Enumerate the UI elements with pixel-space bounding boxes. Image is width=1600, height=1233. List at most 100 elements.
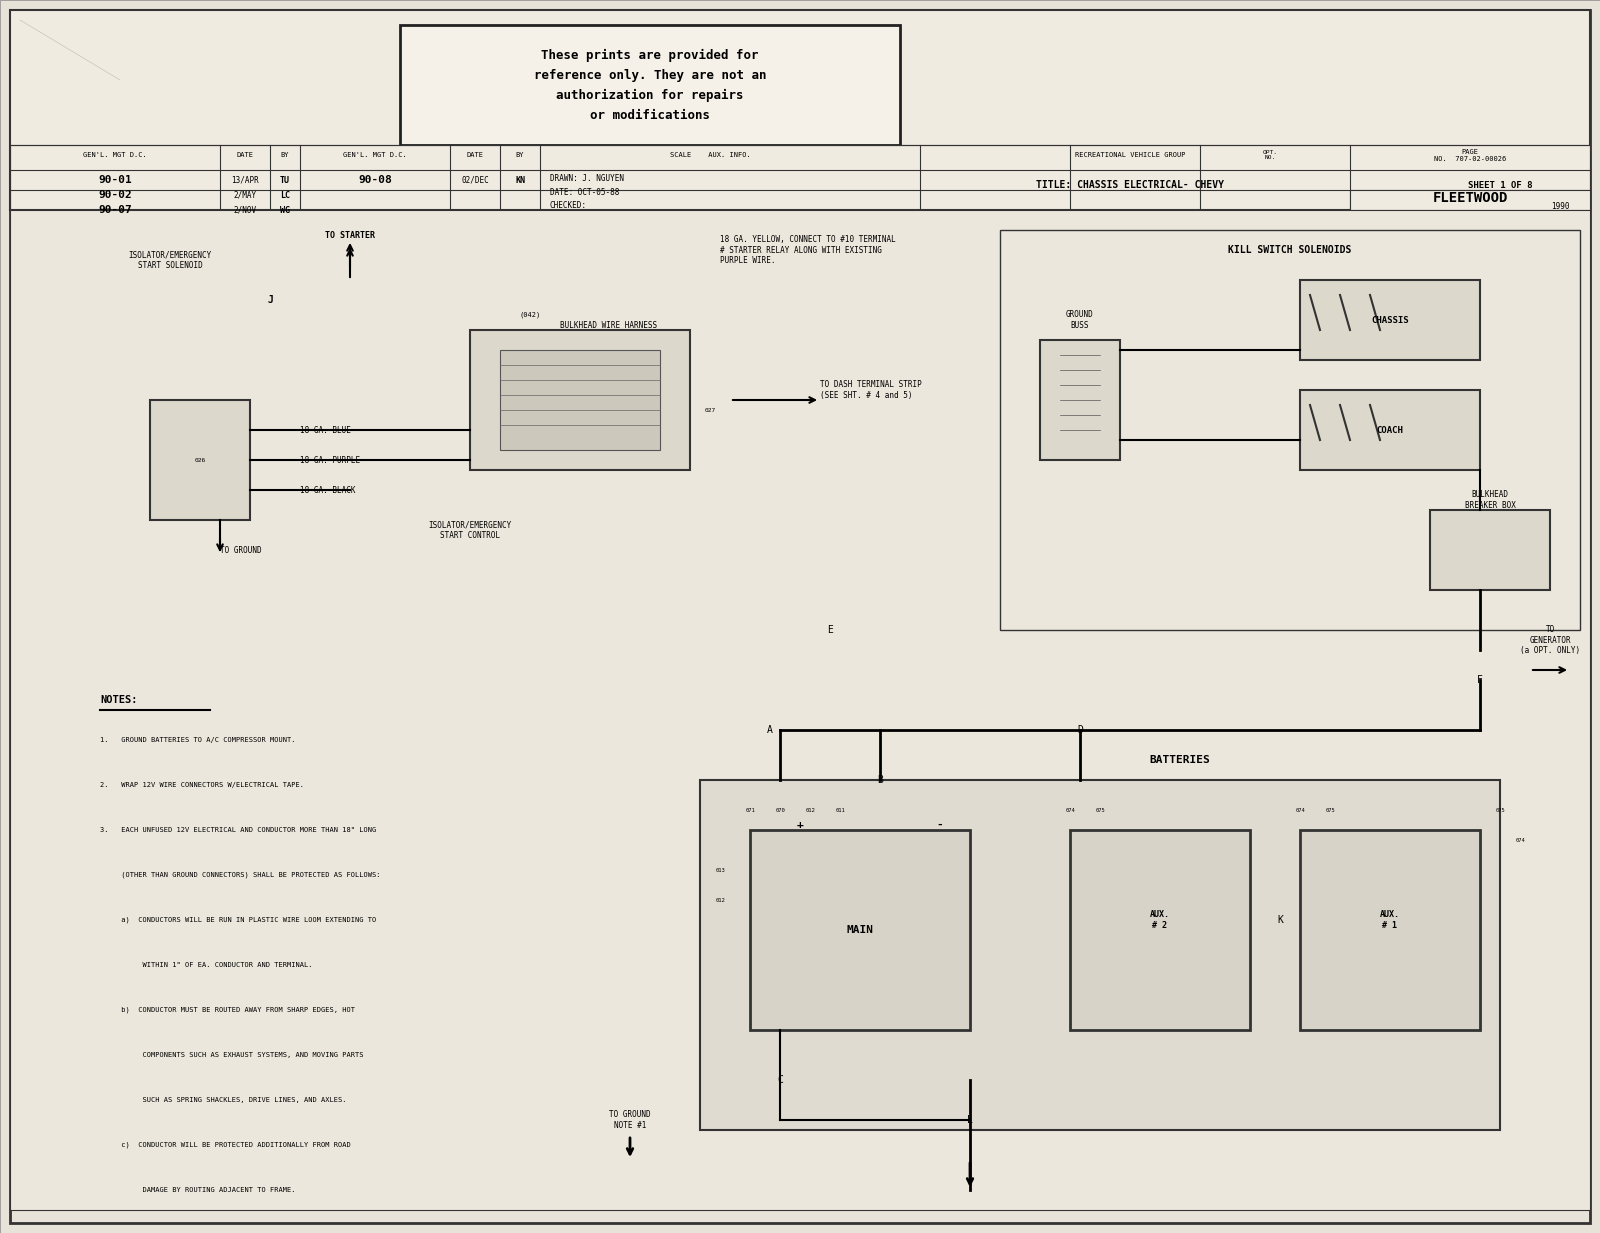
Text: TU: TU — [280, 175, 290, 185]
Text: LC: LC — [280, 191, 290, 200]
Text: b)  CONDUCTOR MUST BE ROUTED AWAY FROM SHARP EDGES, HOT: b) CONDUCTOR MUST BE ROUTED AWAY FROM SH… — [99, 1007, 355, 1014]
Text: SHEET 1 OF 8: SHEET 1 OF 8 — [1467, 180, 1533, 190]
Bar — [1350, 190, 1590, 210]
Bar — [1000, 231, 1581, 630]
Text: 075: 075 — [1094, 808, 1106, 813]
Text: FLEETWOOD: FLEETWOOD — [1432, 191, 1507, 205]
Bar — [750, 830, 970, 1030]
Text: RECREATIONAL VEHICLE GROUP: RECREATIONAL VEHICLE GROUP — [1075, 152, 1186, 158]
Circle shape — [1355, 455, 1374, 475]
Text: 026: 026 — [194, 457, 206, 462]
Text: (OTHER THAN GROUND CONNECTORS) SHALL BE PROTECTED AS FOLLOWS:: (OTHER THAN GROUND CONNECTORS) SHALL BE … — [99, 872, 381, 878]
Text: GEN'L. MGT D.C.: GEN'L. MGT D.C. — [83, 152, 147, 158]
Text: TO GROUND: TO GROUND — [221, 545, 262, 555]
Text: K: K — [1277, 915, 1283, 925]
Text: KN: KN — [515, 175, 525, 185]
Bar — [150, 399, 250, 520]
Text: TO DASH TERMINAL STRIP
(SEE SHT. # 4 and 5): TO DASH TERMINAL STRIP (SEE SHT. # 4 and… — [819, 380, 922, 399]
Bar — [400, 25, 899, 145]
Text: These prints are provided for: These prints are provided for — [541, 48, 758, 62]
Bar — [1299, 830, 1480, 1030]
Text: BY: BY — [280, 152, 290, 158]
Bar — [1430, 510, 1550, 591]
Bar — [1070, 830, 1250, 1030]
Bar — [1040, 340, 1120, 460]
Bar — [10, 145, 1590, 210]
Circle shape — [1355, 345, 1374, 365]
Text: 013: 013 — [715, 868, 725, 873]
Text: 18 GA. BLUE: 18 GA. BLUE — [301, 425, 350, 434]
Text: 90-07: 90-07 — [98, 205, 131, 215]
Text: BULKHEAD
BREAKER BOX: BULKHEAD BREAKER BOX — [1464, 491, 1515, 509]
Text: 2/MAY: 2/MAY — [234, 191, 256, 200]
Text: TO GROUND
NOTE #1: TO GROUND NOTE #1 — [610, 1110, 651, 1129]
Text: WG: WG — [280, 206, 290, 215]
Text: 90-01: 90-01 — [98, 175, 131, 185]
Circle shape — [1325, 455, 1346, 475]
Text: F: F — [1477, 674, 1483, 686]
Text: TO STARTER: TO STARTER — [325, 231, 374, 239]
Text: CHECKED:: CHECKED: — [550, 201, 587, 210]
Text: 071: 071 — [746, 808, 755, 813]
Text: -: - — [936, 820, 944, 830]
Text: SUCH AS SPRING SHACKLES, DRIVE LINES, AND AXLES.: SUCH AS SPRING SHACKLES, DRIVE LINES, AN… — [99, 1097, 347, 1104]
Text: E: E — [827, 625, 834, 635]
Text: 011: 011 — [835, 808, 845, 813]
Text: A: A — [766, 725, 773, 735]
Text: DAMAGE BY ROUTING ADJACENT TO FRAME.: DAMAGE BY ROUTING ADJACENT TO FRAME. — [99, 1187, 296, 1194]
Text: BULKHEAD WIRE HARNESS: BULKHEAD WIRE HARNESS — [560, 321, 658, 329]
Bar — [10, 10, 1590, 210]
Circle shape — [1294, 345, 1315, 365]
Text: AUX.
# 2: AUX. # 2 — [1150, 910, 1170, 930]
Text: DRAWN: J. NGUYEN: DRAWN: J. NGUYEN — [550, 174, 624, 182]
Text: TO
GENERATOR
(a OPT. ONLY): TO GENERATOR (a OPT. ONLY) — [1520, 625, 1581, 655]
Circle shape — [1325, 345, 1346, 365]
Text: c)  CONDUCTOR WILL BE PROTECTED ADDITIONALLY FROM ROAD: c) CONDUCTOR WILL BE PROTECTED ADDITIONA… — [99, 1142, 350, 1148]
Text: 13/APR: 13/APR — [230, 175, 259, 185]
Text: 1.   GROUND BATTERIES TO A/C COMPRESSOR MOUNT.: 1. GROUND BATTERIES TO A/C COMPRESSOR MO… — [99, 737, 296, 743]
Text: 075: 075 — [1494, 808, 1506, 813]
Circle shape — [1294, 455, 1315, 475]
Text: or modifications: or modifications — [590, 109, 710, 122]
Text: 074: 074 — [1066, 808, 1075, 813]
Text: WITHIN 1" OF EA. CONDUCTOR AND TERMINAL.: WITHIN 1" OF EA. CONDUCTOR AND TERMINAL. — [99, 962, 312, 968]
Text: D: D — [1077, 725, 1083, 735]
Text: 90-02: 90-02 — [98, 190, 131, 200]
Text: PAGE
NO.  707-02-00026: PAGE NO. 707-02-00026 — [1434, 148, 1506, 162]
Text: 012: 012 — [715, 898, 725, 903]
Text: 074: 074 — [1294, 808, 1306, 813]
Text: 074: 074 — [1515, 837, 1525, 842]
Text: 075: 075 — [1325, 808, 1334, 813]
Text: 012: 012 — [805, 808, 814, 813]
Text: reference only. They are not an: reference only. They are not an — [534, 69, 766, 81]
Text: 027: 027 — [704, 407, 715, 413]
Text: OPT.
NO.: OPT. NO. — [1262, 149, 1277, 160]
Bar — [470, 330, 690, 470]
Text: SCALE    AUX. INFO.: SCALE AUX. INFO. — [670, 152, 750, 158]
Text: ISOLATOR/EMERGENCY
START CONTROL: ISOLATOR/EMERGENCY START CONTROL — [429, 520, 512, 540]
Text: 070: 070 — [774, 808, 786, 813]
Bar — [1299, 390, 1480, 470]
Text: 18 GA. PURPLE: 18 GA. PURPLE — [301, 455, 360, 465]
Bar — [499, 350, 661, 450]
Text: BATTERIES: BATTERIES — [1150, 755, 1210, 764]
Text: BY: BY — [515, 152, 525, 158]
Bar — [10, 210, 1590, 1210]
Text: DATE: DATE — [467, 152, 483, 158]
Text: GROUND
BUSS: GROUND BUSS — [1066, 311, 1094, 329]
Text: a)  CONDUCTORS WILL BE RUN IN PLASTIC WIRE LOOM EXTENDING TO: a) CONDUCTORS WILL BE RUN IN PLASTIC WIR… — [99, 917, 376, 924]
Text: COMPONENTS SUCH AS EXHAUST SYSTEMS, AND MOVING PARTS: COMPONENTS SUCH AS EXHAUST SYSTEMS, AND … — [99, 1052, 363, 1058]
Bar — [701, 780, 1501, 1129]
Bar — [1299, 280, 1480, 360]
Text: (042): (042) — [520, 312, 541, 318]
Text: MAIN: MAIN — [846, 925, 874, 935]
Text: 18 GA. YELLOW, CONNECT TO #10 TERMINAL
# STARTER RELAY ALONG WITH EXISTING
PURPL: 18 GA. YELLOW, CONNECT TO #10 TERMINAL #… — [720, 236, 896, 265]
Text: KILL SWITCH SOLENOIDS: KILL SWITCH SOLENOIDS — [1229, 245, 1352, 255]
Text: +: + — [797, 820, 803, 830]
Text: L: L — [966, 1115, 973, 1124]
Text: 02/DEC: 02/DEC — [461, 175, 490, 185]
Text: DATE: DATE — [237, 152, 253, 158]
Text: GEN'L. MGT D.C.: GEN'L. MGT D.C. — [342, 152, 406, 158]
Text: 18 GA. BLACK: 18 GA. BLACK — [301, 486, 355, 494]
Text: ISOLATOR/EMERGENCY
START SOLENOID: ISOLATOR/EMERGENCY START SOLENOID — [128, 250, 211, 270]
